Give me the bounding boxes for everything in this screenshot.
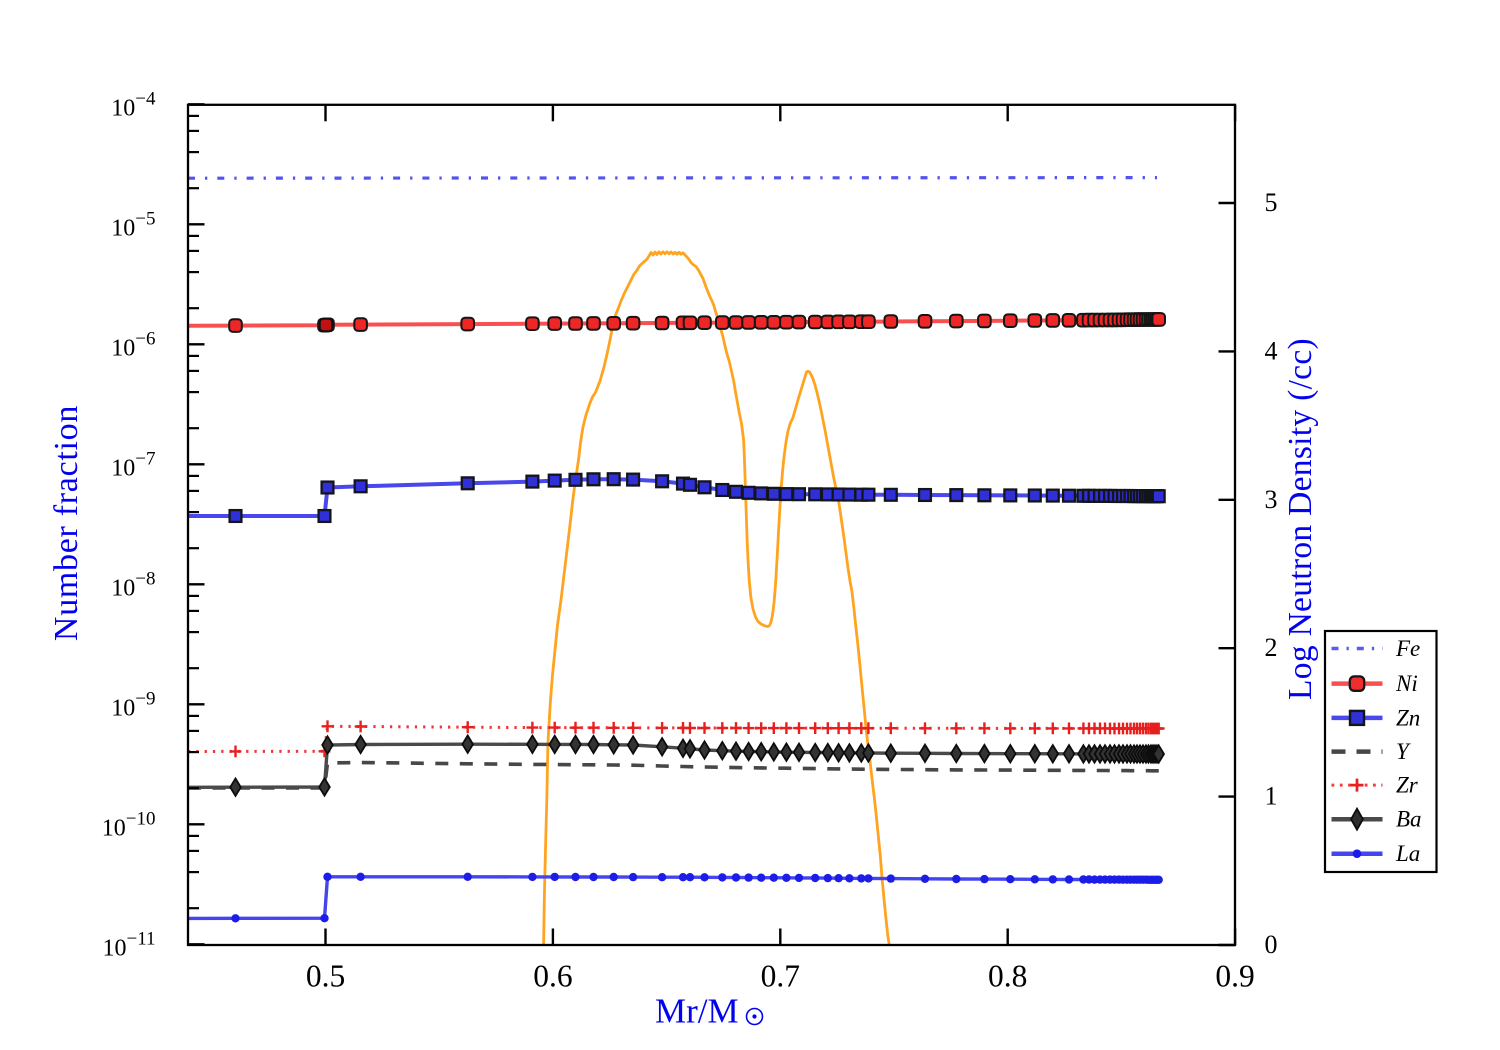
- svg-text:0: 0: [1265, 930, 1278, 959]
- svg-text:0.7: 0.7: [761, 959, 800, 994]
- svg-text:4: 4: [1265, 336, 1278, 365]
- svg-text:Number fraction: Number fraction: [48, 405, 85, 641]
- svg-text:Ni: Ni: [1395, 671, 1418, 696]
- svg-text:0.6: 0.6: [533, 959, 572, 994]
- svg-text:2: 2: [1265, 633, 1278, 662]
- svg-text:0.5: 0.5: [306, 959, 345, 994]
- svg-text:1: 1: [1265, 782, 1278, 811]
- svg-text:0.8: 0.8: [988, 959, 1027, 994]
- svg-text:3: 3: [1265, 485, 1278, 514]
- svg-text:La: La: [1395, 841, 1420, 866]
- svg-text:Zr: Zr: [1396, 773, 1419, 798]
- svg-text:Zn: Zn: [1396, 705, 1420, 730]
- svg-text:Ba: Ba: [1396, 807, 1422, 832]
- svg-text:Fe: Fe: [1395, 636, 1420, 661]
- svg-text:5: 5: [1265, 188, 1278, 217]
- svg-text:Mr/M: Mr/M: [655, 992, 739, 1031]
- svg-text:Y: Y: [1396, 739, 1411, 764]
- svg-text:0.9: 0.9: [1215, 959, 1254, 994]
- svg-text:Log Neutron Density (/cc): Log Neutron Density (/cc): [1282, 338, 1319, 700]
